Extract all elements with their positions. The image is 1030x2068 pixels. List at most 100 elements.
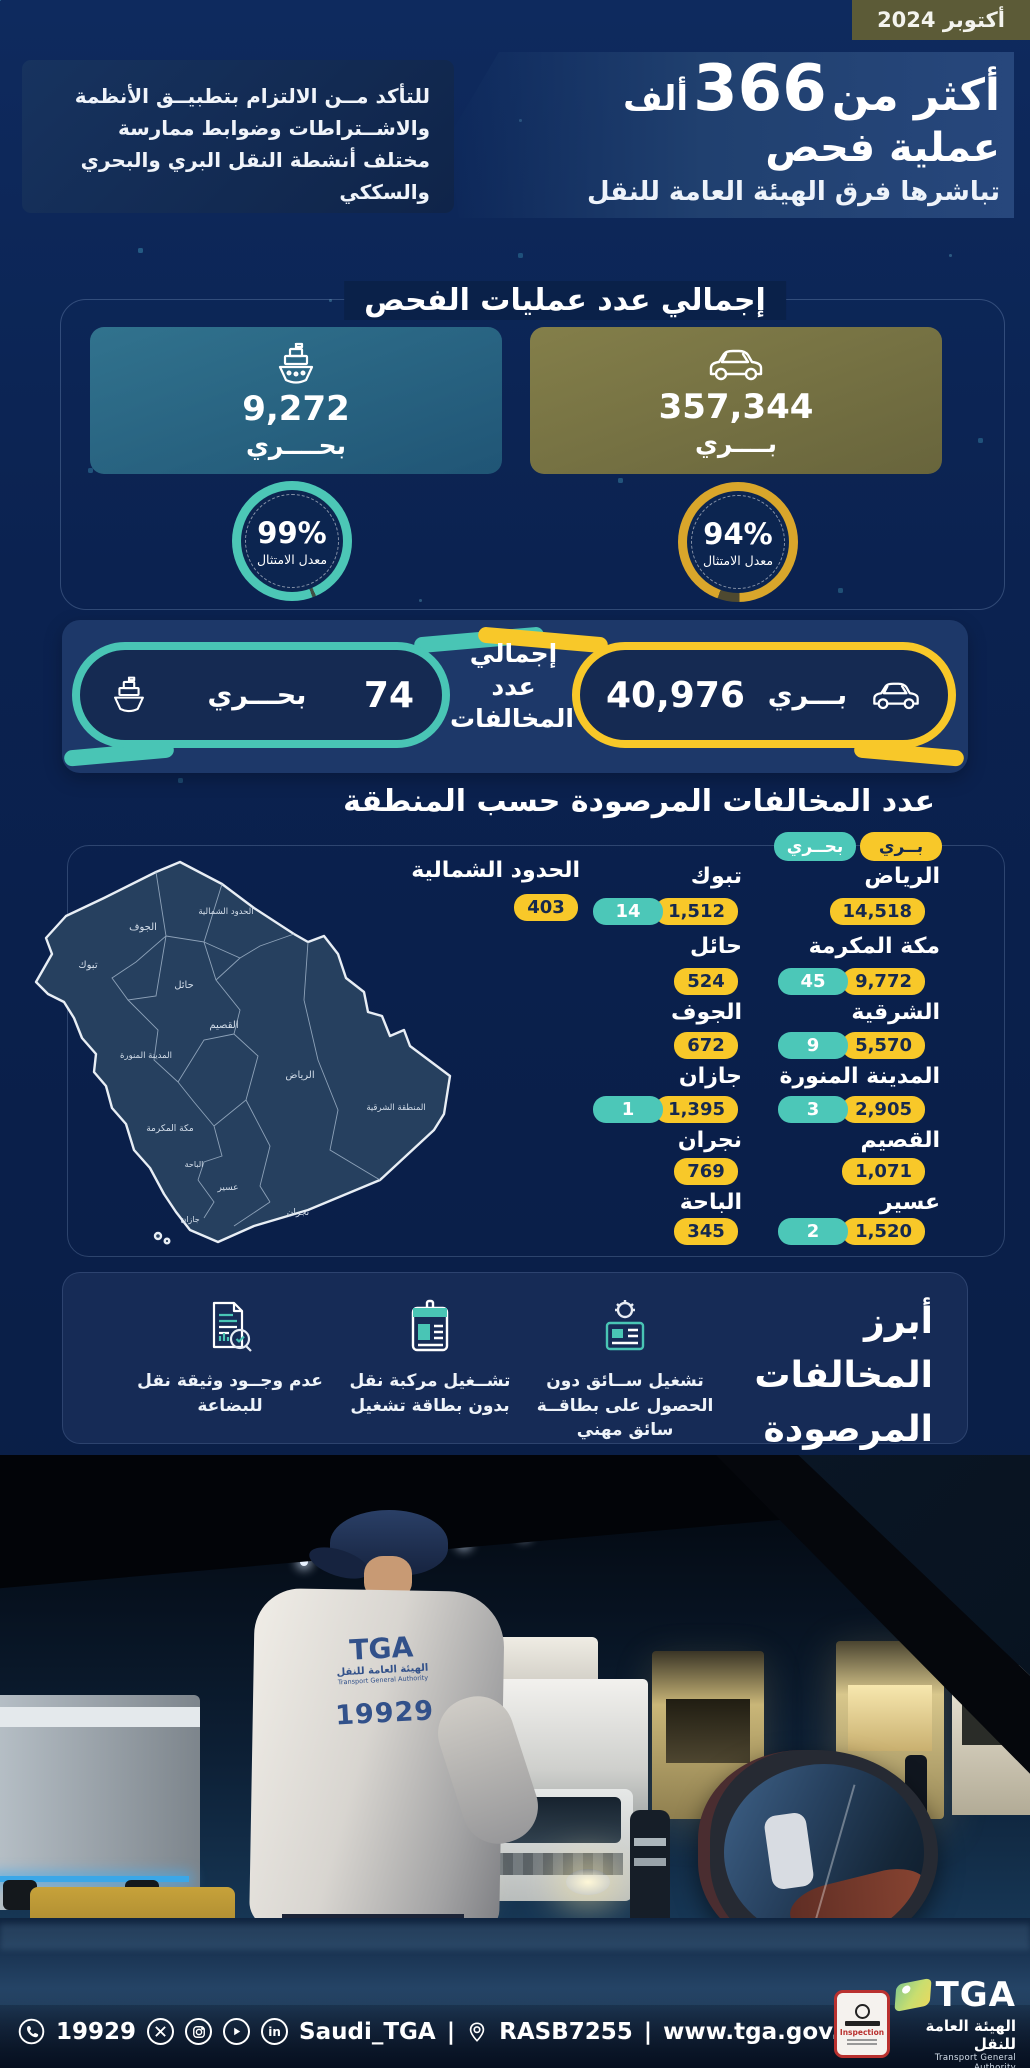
regions-section-title: عدد المخالفات المرصودة حسب المنطقة bbox=[343, 784, 935, 819]
land-violations-pill: 40,976 بـــري bbox=[572, 642, 956, 748]
legend-land: بــري bbox=[860, 832, 942, 861]
region-name: مكة المكرمة bbox=[808, 934, 940, 959]
tga-name-arabic: الهيئة العامة للنقل bbox=[925, 2017, 1017, 2053]
checkpoint-photo: TGA الهيئة العامة للنقل Transport Genera… bbox=[0, 1455, 1030, 2068]
maritime-compliance-inner: 99% معدل الامتثال bbox=[241, 490, 343, 592]
region-name: نجران bbox=[677, 1128, 742, 1153]
region-sea-violations: 1 bbox=[593, 1096, 663, 1123]
tga-logo-block: TGA الهيئة العامة للنقل Transport Genera… bbox=[894, 1975, 1017, 2068]
instagram-icon bbox=[185, 2018, 213, 2045]
maritime-compliance-ring: 99% معدل الامتثال bbox=[232, 481, 352, 601]
tga-acronym: TGA bbox=[935, 1975, 1016, 2015]
footer-phone: 19929 bbox=[56, 2018, 137, 2045]
canopy-light bbox=[300, 1558, 308, 1566]
region-name: حائل bbox=[689, 934, 742, 959]
map-label-tabuk: تبوك bbox=[78, 960, 97, 971]
violation-text: عدم وجــود وثيقة نقل للبضاعة bbox=[137, 1371, 323, 1416]
map-label-riyadh: الرياض bbox=[285, 1070, 314, 1081]
violations-total-panel: بحـــري 74 إجمالي عدد المخالفات 40,976 ب… bbox=[62, 620, 968, 773]
region-sea-violations: 45 bbox=[778, 968, 848, 995]
transport-document-icon bbox=[130, 1287, 330, 1361]
accreditation-logo bbox=[854, 2003, 870, 2019]
region-land-violations: 524 bbox=[674, 968, 738, 995]
footer-contact-row: 19929 in Saudi_TGA | RASB7255 | www.tga.… bbox=[18, 2018, 869, 2045]
violations-total-title: إجمالي عدد المخالفات bbox=[449, 639, 574, 733]
region-name: الجوف bbox=[670, 1000, 742, 1025]
land-compliance-inner: 94% معدل الامتثال bbox=[687, 491, 789, 593]
map-label-baha: الباحة bbox=[185, 1160, 204, 1169]
truck-headlight bbox=[566, 1869, 610, 1895]
tga-logo-row: TGA bbox=[894, 1975, 1016, 2015]
maritime-violations-label: بحـــري bbox=[207, 679, 307, 711]
inspections-section-title: إجمالي عدد عمليات الفحص bbox=[344, 281, 786, 320]
map-label-jouf: الجوف bbox=[129, 922, 157, 933]
maritime-inspections-value: 9,272 bbox=[242, 389, 350, 429]
region-land-violations: 5,570 bbox=[842, 1032, 925, 1059]
badge-fine-print bbox=[847, 2042, 877, 2045]
dashed-circle bbox=[691, 495, 785, 589]
region-land-violations: 2,905 bbox=[842, 1096, 925, 1123]
footer-license: RASB7255 bbox=[499, 2018, 633, 2045]
regions-section-frame bbox=[67, 845, 1005, 1257]
violation-item: تشــغيل مركبة نقل بدون بطاقة تشغيل bbox=[330, 1287, 530, 1418]
region-sea-violations: 9 bbox=[778, 1032, 848, 1059]
header-gradient-band bbox=[448, 52, 1014, 218]
truck-stripe bbox=[0, 1707, 200, 1727]
region-land-violations: 1,520 bbox=[842, 1218, 925, 1245]
top-violations-title: أبرز المخالفات المرصودة bbox=[754, 1301, 933, 1450]
region-sea-violations: 14 bbox=[593, 898, 663, 925]
land-violations-value: 40,976 bbox=[606, 674, 745, 716]
inspection-accreditation-badge: Inspection bbox=[834, 1990, 890, 2058]
region-name: الحدود الشمالية bbox=[411, 858, 580, 883]
violation-text: تشغيل ســائق دون الحصول على بطاقــة سائق… bbox=[536, 1371, 714, 1441]
dashed-circle bbox=[245, 494, 339, 588]
title-suffix: ألف bbox=[623, 79, 689, 119]
map-label-madinah: المدينة المنورة bbox=[120, 1051, 172, 1061]
region-land-violations: 345 bbox=[674, 1218, 738, 1245]
maritime-inspections-label: بحــــري bbox=[245, 431, 347, 460]
region-name: الرياض bbox=[864, 864, 940, 889]
tga-name-english: Transport General Authority bbox=[934, 2053, 1016, 2068]
region-name: المدينة المنورة bbox=[779, 1064, 940, 1089]
booth-window bbox=[666, 1699, 750, 1763]
date-badge: أكتوبر 2024 bbox=[852, 0, 1030, 40]
accreditation-bar bbox=[844, 2020, 880, 2026]
violation-item: تشغيل ســائق دون الحصول على بطاقــة سائق… bbox=[525, 1287, 725, 1443]
mirror-reflection-figure bbox=[763, 1810, 815, 1891]
land-compliance-ring: 94% معدل الامتثال bbox=[678, 482, 798, 602]
map-label-asir: عسير bbox=[216, 1183, 238, 1193]
vest-stripe bbox=[634, 1858, 666, 1866]
map-label-hail: حائل bbox=[174, 980, 194, 991]
region-name: تبوك bbox=[690, 864, 742, 889]
land-inspections-card: 357,344 بــــري bbox=[530, 327, 942, 474]
map-label-najran: نجران bbox=[287, 1208, 309, 1218]
region-name: الباحة bbox=[679, 1190, 742, 1215]
inspection-badge-label: Inspection bbox=[839, 2027, 885, 2037]
violation-text: تشــغيل مركبة نقل بدون بطاقة تشغيل bbox=[349, 1371, 511, 1416]
youtube-icon bbox=[223, 2018, 251, 2045]
region-land-violations: 672 bbox=[674, 1032, 738, 1059]
truck-led-strip bbox=[0, 1876, 189, 1882]
location-pin-icon bbox=[469, 2021, 485, 2042]
maritime-violations-value: 74 bbox=[363, 674, 414, 716]
region-land-violations: 14,518 bbox=[829, 898, 925, 925]
footer-separator: | bbox=[643, 2018, 653, 2045]
saudi-arabia-map: الجوف الحدود الشمالية تبوك حائل القصيم ا… bbox=[34, 860, 452, 1245]
region-name: عسير bbox=[879, 1190, 940, 1215]
jacket-back-print: TGA الهيئة العامة للنقل Transport Genera… bbox=[306, 1628, 461, 1733]
vest-stripe bbox=[634, 1838, 666, 1846]
driver-card-gear-icon bbox=[525, 1287, 725, 1361]
header-title-block: أكثر من 366 ألف عملية فحص تباشرها فرق ال… bbox=[587, 55, 1000, 206]
region-sea-violations: 2 bbox=[778, 1218, 848, 1245]
tga-emblem-dot bbox=[901, 1984, 911, 1995]
ship-icon bbox=[278, 342, 314, 384]
x-social-icon bbox=[147, 2018, 175, 2045]
title-prefix: أكثر من bbox=[831, 70, 1000, 121]
road-light-streak bbox=[0, 1924, 1030, 1950]
truck-left bbox=[0, 1695, 200, 1910]
operating-card-icon bbox=[330, 1287, 530, 1361]
violation-item: عدم وجــود وثيقة نقل للبضاعة bbox=[130, 1287, 330, 1418]
region-land-violations: 403 bbox=[514, 894, 578, 921]
intro-description-card: للتأكد مــن الالتزام بتطبيــق الأنظمة وا… bbox=[22, 60, 454, 213]
